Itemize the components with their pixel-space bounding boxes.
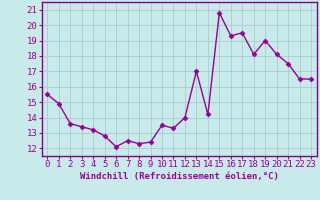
- X-axis label: Windchill (Refroidissement éolien,°C): Windchill (Refroidissement éolien,°C): [80, 172, 279, 181]
